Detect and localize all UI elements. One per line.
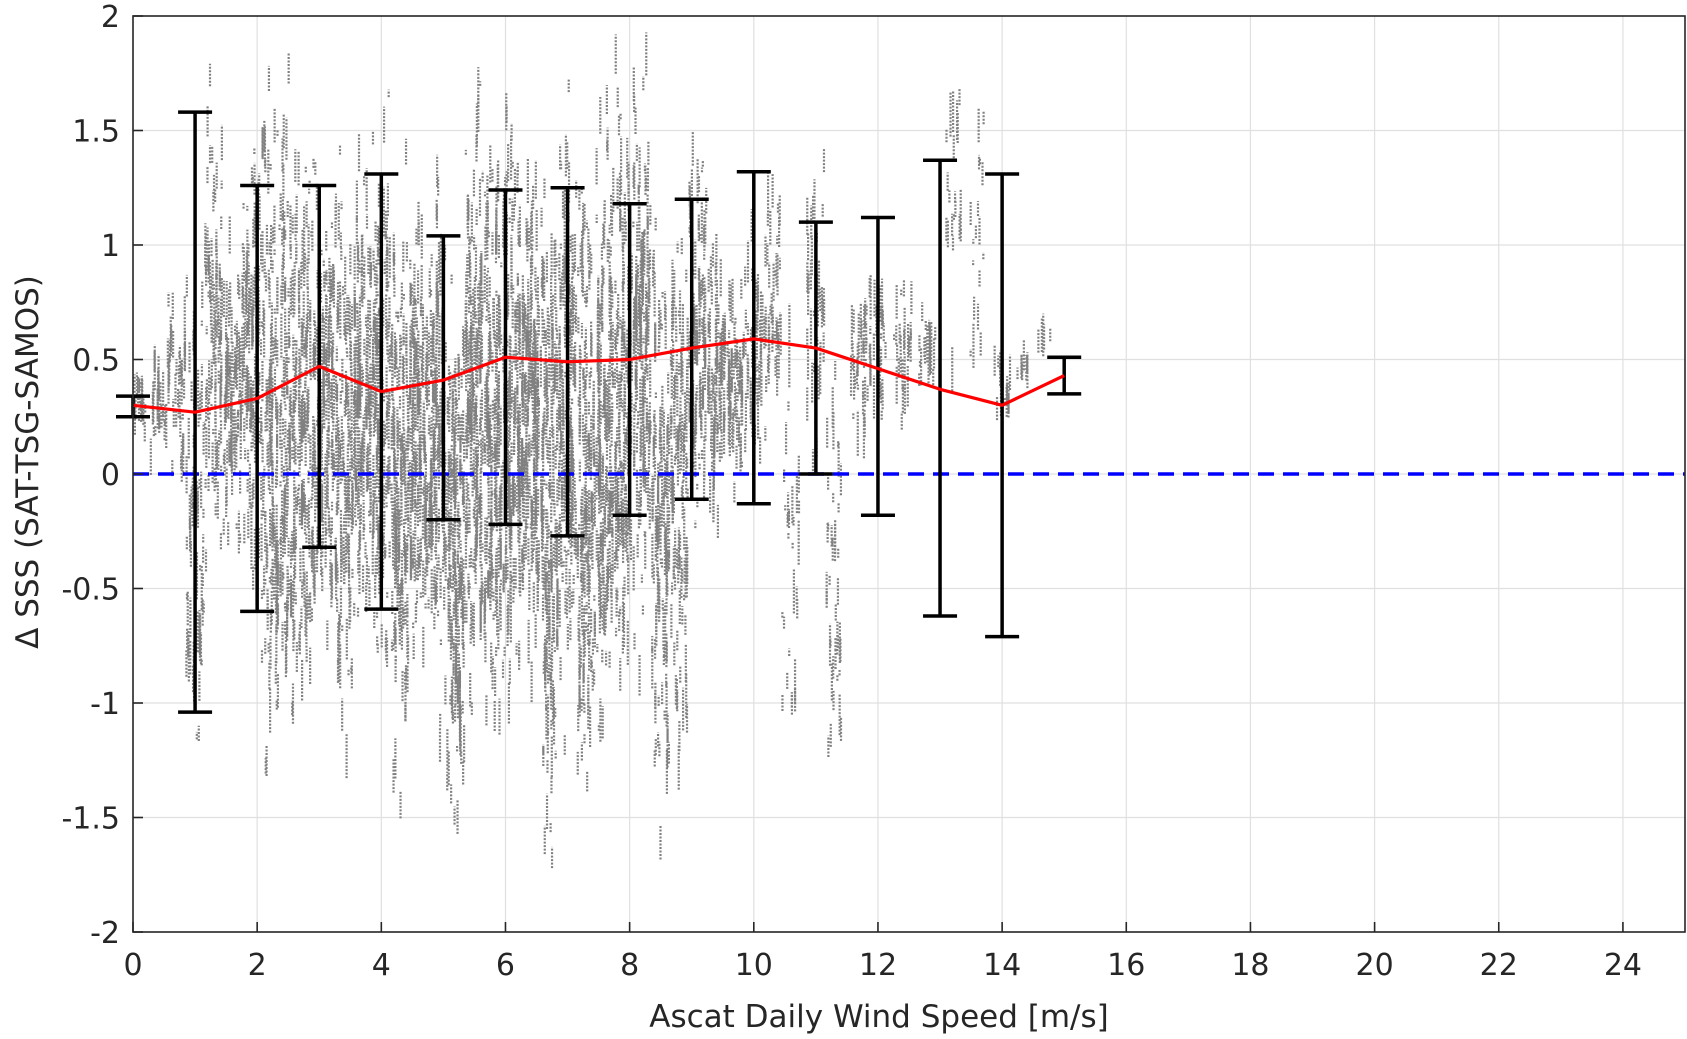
axes bbox=[132, 15, 1686, 933]
y-tick-label: 0 bbox=[101, 458, 120, 493]
x-tick-label: 18 bbox=[1231, 948, 1269, 983]
y-tick-label: 0.5 bbox=[72, 344, 120, 379]
y-axis-title: Δ SSS (SAT-TSG-SAMOS) bbox=[10, 275, 46, 649]
y-tick-label: -1 bbox=[90, 687, 120, 722]
x-tick-label: 6 bbox=[496, 948, 515, 983]
y-tick-label: 2 bbox=[101, 0, 120, 35]
x-tick-label: 22 bbox=[1480, 948, 1518, 983]
mean-line bbox=[132, 337, 1065, 414]
mean-series-line bbox=[132, 337, 1065, 414]
x-tick-label: 12 bbox=[859, 948, 897, 983]
y-tick-label: -1.5 bbox=[61, 802, 120, 837]
y-tick-label: -0.5 bbox=[61, 573, 120, 608]
x-axis-title: Ascat Daily Wind Speed [m/s] bbox=[649, 999, 1108, 1035]
scatter-points bbox=[131, 32, 1052, 869]
y-tick-label: -2 bbox=[90, 916, 120, 951]
x-tick-label: 20 bbox=[1356, 948, 1394, 983]
x-tick-label: 8 bbox=[620, 948, 639, 983]
y-tick-label: 1 bbox=[101, 229, 120, 264]
x-tick-label: 0 bbox=[123, 948, 142, 983]
x-tick-label: 16 bbox=[1107, 948, 1145, 983]
x-tick-label: 2 bbox=[248, 948, 267, 983]
y-tick-label: 1.5 bbox=[72, 115, 120, 150]
x-tick-label: 10 bbox=[735, 948, 773, 983]
x-tick-label: 14 bbox=[983, 948, 1021, 983]
x-tick-labels: 0 2 4 6 8 10 12 14 16 18 20 22 24 bbox=[123, 948, 1642, 983]
x-tick-label: 24 bbox=[1604, 948, 1642, 983]
y-tick-labels: -2 -1.5 -1 -0.5 0 0.5 1 1.5 2 bbox=[61, 0, 120, 951]
x-tick-label: 4 bbox=[372, 948, 391, 983]
